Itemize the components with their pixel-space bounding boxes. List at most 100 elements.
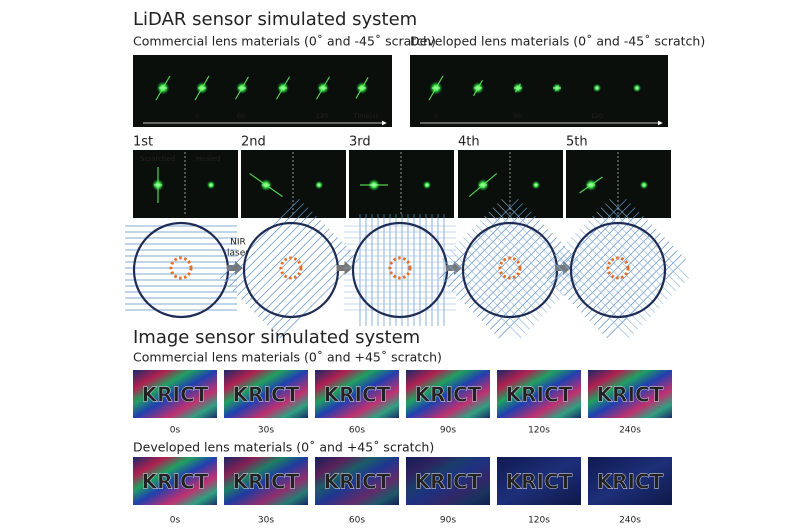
- scratch-line: [477, 237, 557, 317]
- image-text: KRICT: [597, 470, 664, 494]
- scratch-line: [439, 199, 519, 279]
- image-panel: [241, 150, 346, 218]
- scratch-line: [475, 224, 556, 305]
- lens-diagram: [344, 214, 456, 326]
- time-label: 240s: [619, 516, 641, 526]
- scratch-line: [262, 241, 343, 322]
- scratch-lines: [359, 214, 445, 326]
- image-text: KRICT: [324, 470, 391, 494]
- scratch-line: [559, 211, 640, 292]
- scratch-line: [579, 228, 660, 309]
- image-panel: [566, 150, 671, 218]
- image-panel: [410, 55, 668, 127]
- scratch-line: [588, 220, 668, 300]
- scratch-line: [551, 203, 631, 283]
- image-text: KRICT: [142, 470, 209, 494]
- color-streaks: [133, 370, 217, 418]
- beam-spot: [606, 256, 630, 280]
- time-label: 120s: [528, 516, 550, 526]
- scratch-line: [555, 207, 636, 288]
- image-panel: [588, 457, 672, 505]
- color-streaks: [133, 457, 217, 505]
- image-panel: [133, 55, 392, 127]
- panel-label: Commercial lens materials (0˚ and -45˚ s…: [133, 34, 436, 49]
- lens-diagram: [547, 199, 689, 339]
- scratch-line: [480, 220, 560, 300]
- light-spot: [314, 180, 324, 190]
- image-panel: [133, 150, 238, 218]
- scratch-line: [441, 258, 522, 339]
- scratch-line: [602, 254, 682, 334]
- panel-label: Developed lens materials (0˚ and -45˚ sc…: [410, 34, 705, 49]
- lens: [351, 221, 449, 319]
- scratch-line: [232, 211, 313, 292]
- laser-label: laser: [227, 249, 249, 259]
- image-text: KRICT: [506, 383, 573, 407]
- scratch-line: [454, 245, 535, 326]
- color-streaks: [588, 370, 672, 418]
- scratch-line: [468, 228, 549, 309]
- image-text: KRICT: [142, 383, 209, 407]
- scratch-line: [443, 203, 523, 283]
- scratch-line: [585, 237, 665, 317]
- step-label: 5th: [566, 135, 588, 150]
- scratch-line: [266, 245, 347, 326]
- scratch-line: [224, 203, 304, 283]
- scratch-line: [572, 224, 653, 305]
- axis-tick-label: 120: [316, 112, 328, 120]
- scratch-line: [258, 237, 338, 317]
- scratch-line: [471, 228, 552, 309]
- time-label: 60s: [349, 426, 365, 436]
- color-streaks: [406, 457, 490, 505]
- scratch-line: [467, 233, 547, 313]
- scratch-line: [249, 228, 330, 309]
- scratch-line: [447, 207, 528, 288]
- scratch-line: [270, 249, 351, 330]
- scratch-line: [568, 220, 648, 300]
- scratch-line: [446, 254, 526, 334]
- light-spot: [531, 180, 541, 190]
- scratch-line: [451, 211, 532, 292]
- scratch-line: [489, 249, 570, 330]
- axis-tick-label: 60: [237, 112, 245, 120]
- scratch-line: [241, 220, 321, 300]
- scratch-line: [600, 207, 681, 288]
- scratch-lines: [547, 199, 687, 339]
- laser-label: NIR: [230, 238, 246, 248]
- axis-tick-label: 120: [591, 112, 603, 120]
- light-spot: [422, 180, 432, 190]
- scratch-line: [564, 216, 644, 296]
- scratch-line: [576, 228, 657, 309]
- time-label: 30s: [258, 426, 274, 436]
- image-text: KRICT: [597, 383, 664, 407]
- light-spot: [206, 180, 216, 190]
- scratch-line: [593, 245, 674, 326]
- scratch-line: [549, 258, 630, 339]
- image-text: KRICT: [415, 383, 482, 407]
- scratch-line: [592, 216, 672, 296]
- scratch-line: [245, 224, 326, 305]
- color-streaks: [497, 370, 581, 418]
- time-label: 90s: [440, 516, 456, 526]
- panel-label: Developed lens materials (0˚ and +45˚ sc…: [133, 440, 434, 455]
- scratch-line: [566, 241, 647, 322]
- time-label: 240s: [619, 426, 641, 436]
- color-streaks: [315, 370, 399, 418]
- beam-spot: [498, 256, 522, 280]
- scratch-line: [460, 220, 540, 300]
- image-text: KRICT: [324, 383, 391, 407]
- scratch-line: [472, 232, 553, 313]
- image-text: KRICT: [233, 470, 300, 494]
- arrow: [227, 261, 243, 275]
- scratch-line: [228, 207, 309, 288]
- image-panel: [458, 150, 563, 218]
- axis-tick-label: 60: [514, 112, 522, 120]
- scratch-line: [554, 254, 634, 334]
- scratch-line: [606, 258, 687, 339]
- step-label: 4th: [458, 135, 480, 150]
- scratch-line: [485, 245, 566, 326]
- axis-tick-label: 0: [195, 112, 199, 120]
- scratch-line: [609, 199, 689, 279]
- scratch-line: [488, 211, 569, 292]
- beam-spot: [388, 256, 412, 280]
